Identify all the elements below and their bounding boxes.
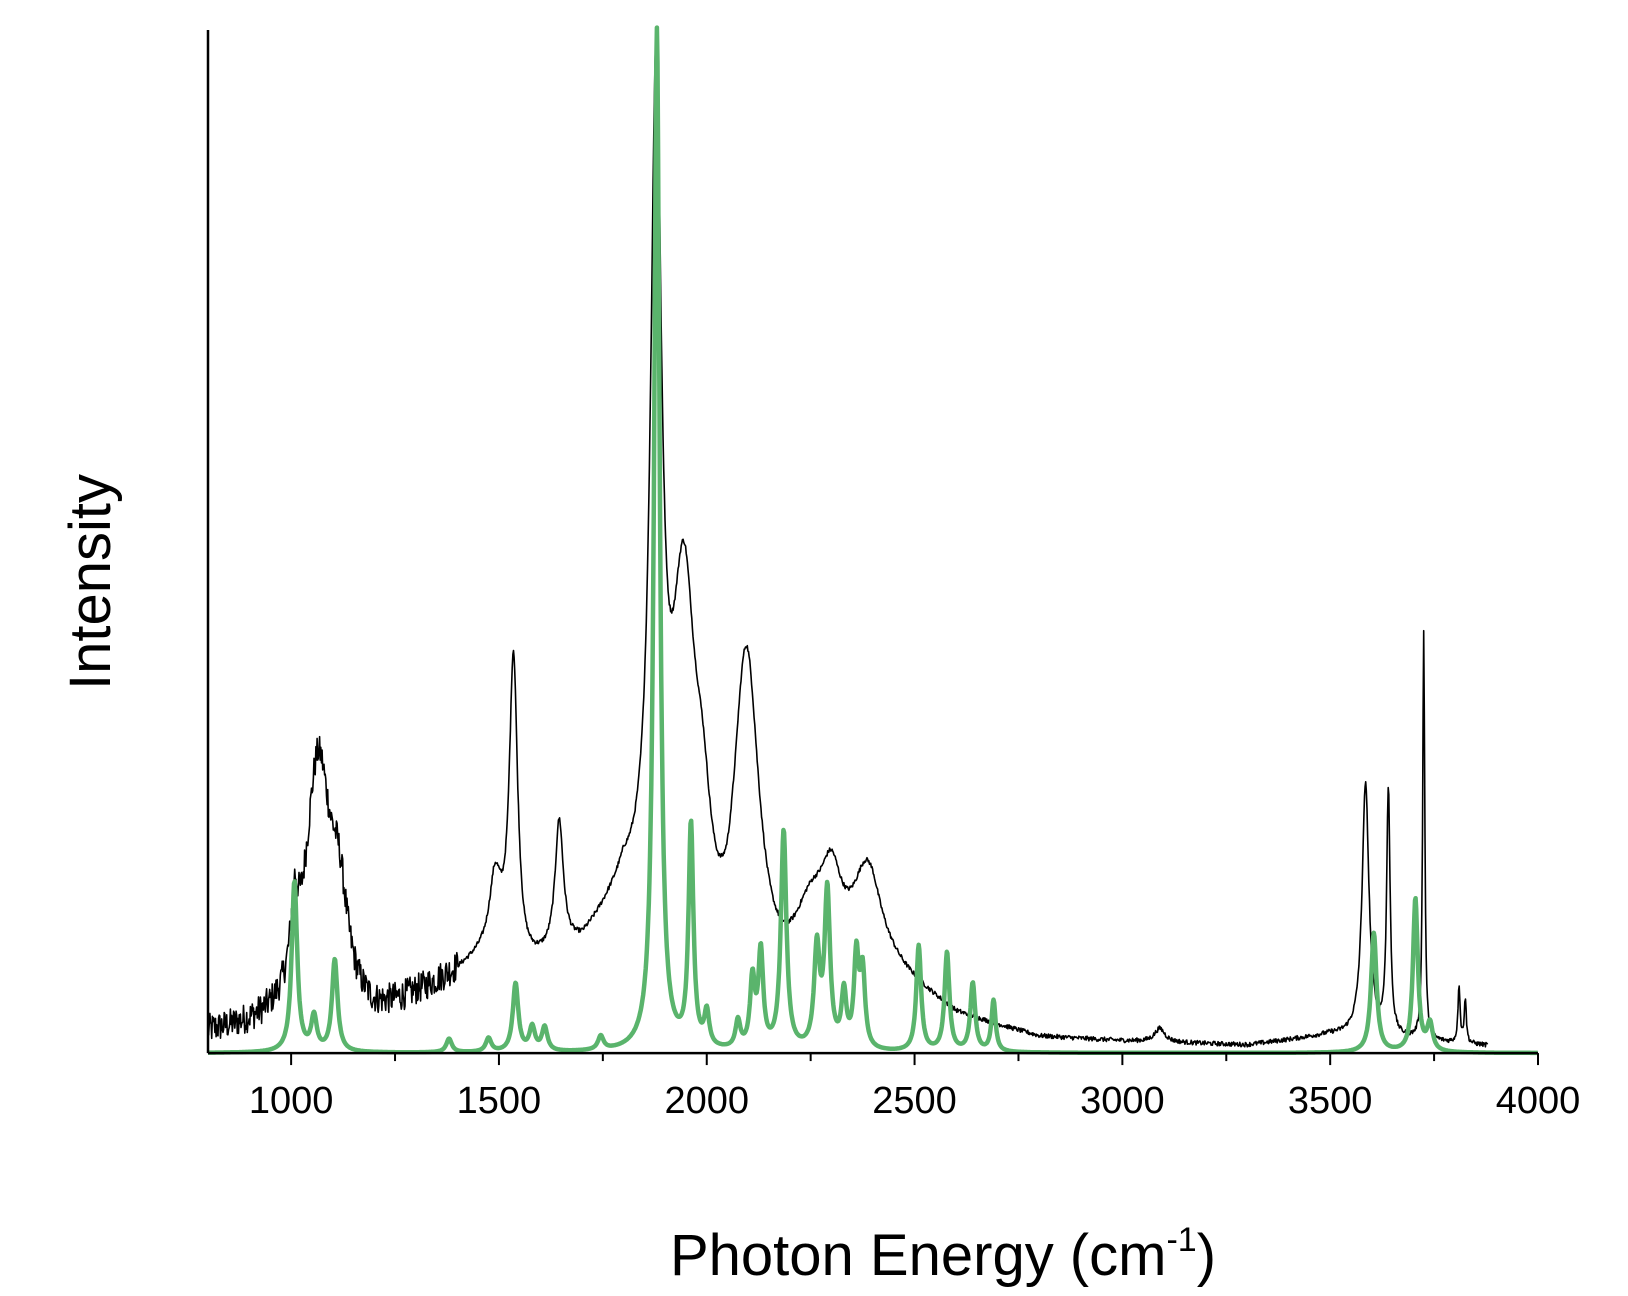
x-tick-label: 1000 xyxy=(249,1080,334,1122)
x-tick-label: 2500 xyxy=(872,1080,957,1122)
plot-area xyxy=(206,25,1540,1056)
series-calculated-line xyxy=(206,25,1540,1056)
x-axis-label-superscript: -1 xyxy=(1166,1221,1196,1259)
series-experimental-line xyxy=(207,40,1489,1048)
x-tick-label: 3000 xyxy=(1080,1080,1165,1122)
x-tick-label: 3500 xyxy=(1288,1080,1373,1122)
x-tick-label: 1500 xyxy=(457,1080,542,1122)
x-axis-ticks: 1000 1500 2000 2500 3000 3500 4000 xyxy=(249,1053,1580,1122)
x-axis-label-main: Photon Energy (cm xyxy=(670,1223,1166,1288)
y-axis-label: Intensity xyxy=(58,474,123,690)
x-axis-label: Photon Energy (cm-1) xyxy=(670,1221,1216,1288)
x-tick-label: 2000 xyxy=(664,1080,749,1122)
x-tick-label: 4000 xyxy=(1496,1080,1581,1122)
x-axis-label-tail: ) xyxy=(1197,1223,1216,1288)
